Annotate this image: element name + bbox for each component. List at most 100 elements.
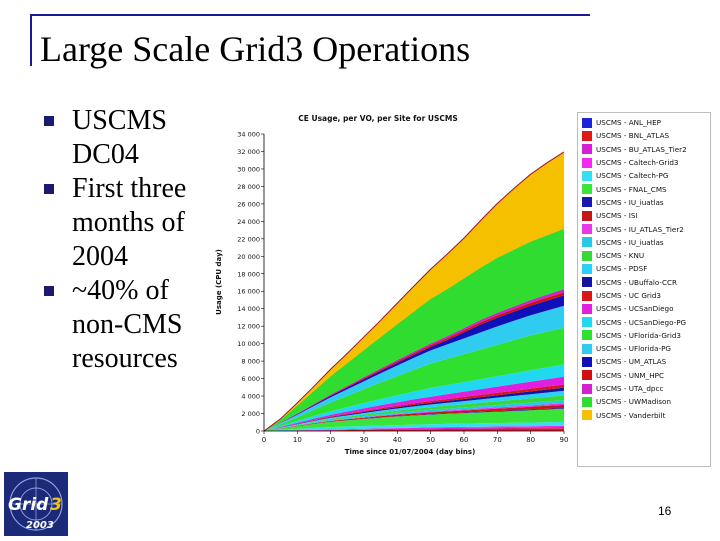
legend-label: USCMS - Caltech-Grid3 xyxy=(596,158,678,167)
legend-item: USCMS - ANL_HEP xyxy=(578,116,710,129)
logo-text-year: 2003 xyxy=(26,520,54,531)
y-tick-label: 4 000 xyxy=(241,393,260,401)
y-tick-label: 24 000 xyxy=(237,218,260,226)
legend-item: USCMS - Caltech-PG xyxy=(578,169,710,182)
y-tick-label: 0 xyxy=(256,428,260,436)
legend-item: USCMS - UTA_dpcc xyxy=(578,382,710,395)
legend-swatch xyxy=(582,397,592,407)
bullet-square-icon xyxy=(44,184,54,194)
y-tick-label: 20 000 xyxy=(237,253,260,261)
legend-label: USCMS - KNU xyxy=(596,251,644,260)
bullet-list: USCMS DC04 First three months of 2004 ~4… xyxy=(44,104,214,376)
y-tick-label: 6 000 xyxy=(241,375,260,383)
legend-swatch xyxy=(582,370,592,380)
legend-label: USCMS - UNM_HPC xyxy=(596,371,664,380)
legend-item: USCMS - KNU xyxy=(578,249,710,262)
legend-label: USCMS - UM_ATLAS xyxy=(596,357,666,366)
legend-swatch xyxy=(582,330,592,340)
legend-label: USCMS - UFlorida-Grid3 xyxy=(596,331,681,340)
legend-label: USCMS - BNL_ATLAS xyxy=(596,131,669,140)
legend-item: USCMS - UFlorida-PG xyxy=(578,342,710,355)
legend-item: USCMS - UCSanDiego-PG xyxy=(578,315,710,328)
legend-swatch xyxy=(582,357,592,367)
legend-item: USCMS - UFlorida-Grid3 xyxy=(578,329,710,342)
legend-swatch xyxy=(582,291,592,301)
legend-item: USCMS - IU_iuatlas xyxy=(578,196,710,209)
usage-chart-svg: CE Usage, per VO, per Site for USCMS Usa… xyxy=(212,104,576,462)
legend-label: USCMS - ISI xyxy=(596,211,638,220)
x-tick-label: 50 xyxy=(426,436,435,444)
x-tick-label: 10 xyxy=(293,436,302,444)
legend-label: USCMS - BU_ATLAS_Tier2 xyxy=(596,145,687,154)
y-tick-label: 28 000 xyxy=(237,183,260,191)
bullet-item: USCMS DC04 xyxy=(44,104,214,172)
y-tick-label: 2 000 xyxy=(241,410,260,418)
legend-label: USCMS - PDSF xyxy=(596,264,647,273)
legend-item: USCMS - BU_ATLAS_Tier2 xyxy=(578,143,710,156)
y-tick-label: 12 000 xyxy=(237,323,260,331)
legend-label: USCMS - IU_iuatlas xyxy=(596,238,664,247)
logo-text-digit: 3 xyxy=(50,495,62,515)
grid3-logo: Grid 3 2003 xyxy=(4,472,68,536)
y-tick-label: 22 000 xyxy=(237,235,260,243)
y-tick-label: 10 000 xyxy=(237,340,260,348)
legend-swatch xyxy=(582,118,592,128)
legend-item: USCMS - UM_ATLAS xyxy=(578,355,710,368)
legend-label: USCMS - UWMadison xyxy=(596,397,671,406)
legend-item: USCMS - UBuffalo-CCR xyxy=(578,276,710,289)
x-tick-label: 0 xyxy=(262,436,266,444)
x-tick-label: 90 xyxy=(560,436,569,444)
y-tick-label: 30 000 xyxy=(237,165,260,173)
legend-swatch xyxy=(582,344,592,354)
legend-swatch xyxy=(582,171,592,181)
chart-title: CE Usage, per VO, per Site for USCMS xyxy=(298,114,458,123)
legend-label: USCMS - UCSanDiego-PG xyxy=(596,318,686,327)
y-tick-label: 34 000 xyxy=(237,131,260,139)
title-rule-vertical xyxy=(30,16,32,66)
legend-item: USCMS - UCSanDiego xyxy=(578,302,710,315)
legend-swatch xyxy=(582,304,592,314)
legend-item: USCMS - FNAL_CMS xyxy=(578,182,710,195)
legend-swatch xyxy=(582,158,592,168)
legend-label: USCMS - Vanderbilt xyxy=(596,411,665,420)
legend-label: USCMS - IU_iuatlas xyxy=(596,198,664,207)
legend-label: USCMS - FNAL_CMS xyxy=(596,185,667,194)
legend-swatch xyxy=(582,264,592,274)
chart-areas xyxy=(264,152,564,431)
logo-text-grid: Grid xyxy=(8,495,49,515)
bullet-item: First three months of 2004 xyxy=(44,172,214,274)
y-tick-label: 8 000 xyxy=(241,358,260,366)
legend-item: USCMS - IU_iuatlas xyxy=(578,236,710,249)
x-tick-label: 80 xyxy=(526,436,535,444)
legend-swatch xyxy=(582,211,592,221)
legend-item: USCMS - UC Grid3 xyxy=(578,289,710,302)
legend-swatch xyxy=(582,410,592,420)
legend-swatch xyxy=(582,131,592,141)
legend-label: USCMS - UFlorida-PG xyxy=(596,344,671,353)
chart-y-axis-label: Usage (CPU day) xyxy=(215,249,223,315)
legend-label: USCMS - IU_ATLAS_Tier2 xyxy=(596,225,684,234)
legend-item: USCMS - PDSF xyxy=(578,262,710,275)
bullet-square-icon xyxy=(44,286,54,296)
x-tick-label: 30 xyxy=(360,436,369,444)
legend-swatch xyxy=(582,384,592,394)
slide-title: Large Scale Grid3 Operations xyxy=(40,28,470,70)
legend-swatch xyxy=(582,197,592,207)
legend-swatch xyxy=(582,144,592,154)
legend-swatch xyxy=(582,184,592,194)
legend-label: USCMS - ANL_HEP xyxy=(596,118,661,127)
x-tick-label: 70 xyxy=(493,436,502,444)
legend-item: USCMS - UNM_HPC xyxy=(578,369,710,382)
chart-legend: USCMS - ANL_HEP USCMS - BNL_ATLAS USCMS - … xyxy=(577,112,711,467)
x-tick-label: 20 xyxy=(326,436,335,444)
bullet-item: ~40% of non-CMS resources xyxy=(44,274,214,376)
usage-chart: CE Usage, per VO, per Site for USCMS Usa… xyxy=(212,104,576,462)
legend-item: USCMS - ISI xyxy=(578,209,710,222)
x-tick-label: 60 xyxy=(460,436,469,444)
bullet-text: First three months of 2004 xyxy=(72,173,186,272)
legend-item: USCMS - BNL_ATLAS xyxy=(578,129,710,142)
y-tick-label: 16 000 xyxy=(237,288,260,296)
legend-item: USCMS - UWMadison xyxy=(578,395,710,408)
legend-label: USCMS - UC Grid3 xyxy=(596,291,661,300)
legend-swatch xyxy=(582,317,592,327)
